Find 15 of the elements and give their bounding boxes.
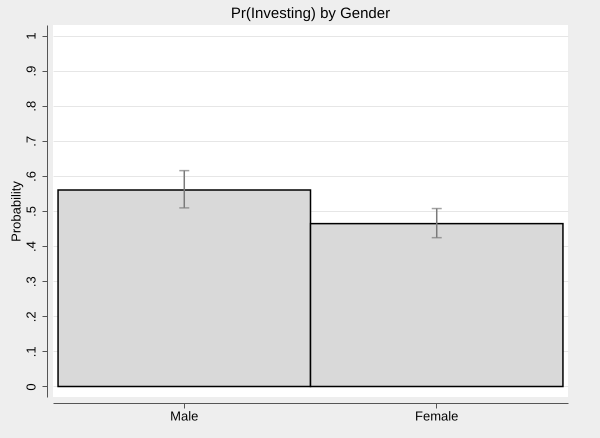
y-axis-title: Probability xyxy=(8,180,24,242)
chart-title: Pr(Investing) by Gender xyxy=(230,5,390,22)
y-tick-label: .6 xyxy=(24,170,38,182)
y-tick-label: 1 xyxy=(24,32,38,40)
y-tick-label: .1 xyxy=(24,346,38,358)
y-tick-label: .9 xyxy=(24,66,38,77)
y-tick-label: .5 xyxy=(24,206,38,217)
y-tick-label: .3 xyxy=(24,276,38,288)
y-tick-label: .7 xyxy=(24,136,38,147)
y-tick-label: .2 xyxy=(24,311,38,322)
y-tick-label: .8 xyxy=(24,100,38,112)
x-tick-label: Male xyxy=(170,408,198,424)
y-tick-label: .4 xyxy=(24,241,38,252)
y-tick-label: 0 xyxy=(24,383,38,391)
x-tick-label: Female xyxy=(415,408,458,424)
